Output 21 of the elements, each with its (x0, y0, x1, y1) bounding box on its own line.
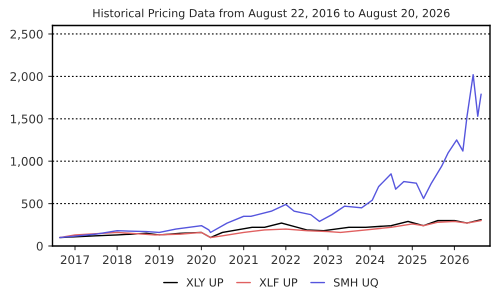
chart-title: Historical Pricing Data from August 22, 2016 to August 20, 2026 (93, 8, 450, 20)
x-tick-label: 2017 (60, 255, 90, 264)
legend-label: XLF UP (259, 278, 298, 287)
x-tick-label: 2023 (314, 255, 342, 264)
legend-label: XLY UP (186, 278, 224, 287)
x-tick-label: 2018 (102, 255, 132, 264)
x-tick-label: 2022 (272, 255, 300, 264)
x-tick-label: 2026 (440, 255, 469, 264)
y-tick-label: 1,500 (10, 114, 43, 125)
x-tick-label: 2025 (398, 255, 426, 264)
x-tick-label: 2019 (145, 255, 174, 264)
y-tick-label: 2,000 (10, 72, 43, 82)
y-tick-label: 500 (22, 199, 43, 208)
x-tick-label: 2021 (230, 255, 258, 264)
x-tick-label: 2020 (187, 255, 216, 264)
legend-label: SMH UQ (334, 278, 378, 288)
y-tick-label: 1,000 (10, 156, 43, 168)
x-tick-label: 2024 (356, 255, 384, 264)
line-series (59, 74, 482, 238)
y-tick-label: 2,500 (10, 30, 43, 40)
y-tick-label: 0 (36, 242, 43, 251)
